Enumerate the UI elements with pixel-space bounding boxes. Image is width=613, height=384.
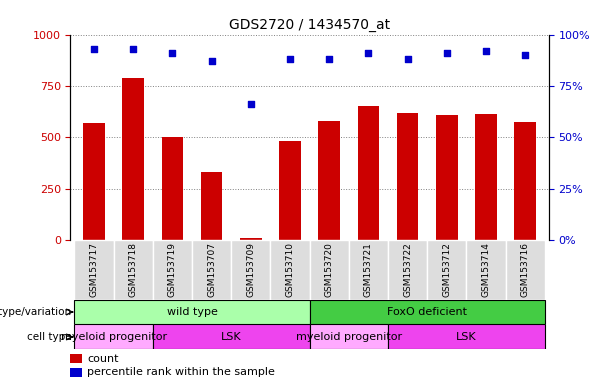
Bar bbox=[349, 240, 388, 300]
Bar bbox=[506, 240, 545, 300]
Text: percentile rank within the sample: percentile rank within the sample bbox=[87, 367, 275, 377]
Bar bbox=[162, 137, 183, 240]
Text: GSM153714: GSM153714 bbox=[481, 242, 490, 297]
Point bbox=[364, 50, 373, 56]
Point bbox=[89, 46, 99, 52]
Bar bbox=[357, 106, 379, 240]
Point bbox=[207, 58, 216, 65]
Point bbox=[246, 101, 256, 108]
Bar bbox=[270, 240, 310, 300]
Text: wild type: wild type bbox=[167, 307, 218, 317]
Point bbox=[403, 56, 413, 62]
Bar bbox=[113, 240, 153, 300]
Point bbox=[324, 56, 334, 62]
Text: GSM153721: GSM153721 bbox=[364, 242, 373, 297]
Bar bbox=[388, 324, 545, 349]
Bar bbox=[279, 141, 301, 240]
Text: GSM153717: GSM153717 bbox=[89, 242, 99, 297]
Text: GSM153712: GSM153712 bbox=[442, 242, 451, 297]
Bar bbox=[514, 122, 536, 240]
Bar bbox=[310, 300, 545, 324]
Text: count: count bbox=[87, 354, 119, 364]
Text: GSM153709: GSM153709 bbox=[246, 242, 255, 297]
Bar bbox=[70, 354, 83, 363]
Text: FoxO deficient: FoxO deficient bbox=[387, 307, 467, 317]
Bar bbox=[74, 300, 310, 324]
Bar bbox=[192, 240, 231, 300]
Bar bbox=[74, 324, 153, 349]
Bar bbox=[397, 113, 418, 240]
Text: genotype/variation: genotype/variation bbox=[0, 307, 71, 317]
Title: GDS2720 / 1434570_at: GDS2720 / 1434570_at bbox=[229, 18, 390, 32]
Text: GSM153707: GSM153707 bbox=[207, 242, 216, 297]
Point bbox=[442, 50, 452, 56]
Point bbox=[128, 46, 138, 52]
Point bbox=[167, 50, 177, 56]
Bar bbox=[240, 238, 262, 240]
Bar bbox=[466, 240, 506, 300]
Bar bbox=[310, 240, 349, 300]
Text: GSM153722: GSM153722 bbox=[403, 242, 412, 297]
Bar bbox=[153, 240, 192, 300]
Text: GSM153710: GSM153710 bbox=[286, 242, 294, 297]
Text: GSM153720: GSM153720 bbox=[325, 242, 333, 297]
Bar bbox=[388, 240, 427, 300]
Text: GSM153718: GSM153718 bbox=[129, 242, 138, 297]
Bar bbox=[310, 324, 388, 349]
Bar bbox=[70, 368, 83, 377]
Bar bbox=[201, 172, 223, 240]
Text: LSK: LSK bbox=[456, 332, 477, 342]
Bar bbox=[427, 240, 466, 300]
Text: cell type: cell type bbox=[26, 332, 71, 342]
Text: LSK: LSK bbox=[221, 332, 242, 342]
Bar bbox=[436, 115, 457, 240]
Bar bbox=[153, 324, 310, 349]
Point bbox=[481, 48, 491, 54]
Bar bbox=[83, 123, 105, 240]
Text: GSM153719: GSM153719 bbox=[168, 242, 177, 297]
Bar bbox=[475, 114, 497, 240]
Point bbox=[520, 52, 530, 58]
Text: GSM153716: GSM153716 bbox=[520, 242, 530, 297]
Text: myeloid progenitor: myeloid progenitor bbox=[295, 332, 402, 342]
Text: myeloid progenitor: myeloid progenitor bbox=[61, 332, 167, 342]
Bar bbox=[74, 240, 113, 300]
Bar bbox=[123, 78, 144, 240]
Point bbox=[285, 56, 295, 62]
Bar bbox=[318, 121, 340, 240]
Bar bbox=[231, 240, 270, 300]
